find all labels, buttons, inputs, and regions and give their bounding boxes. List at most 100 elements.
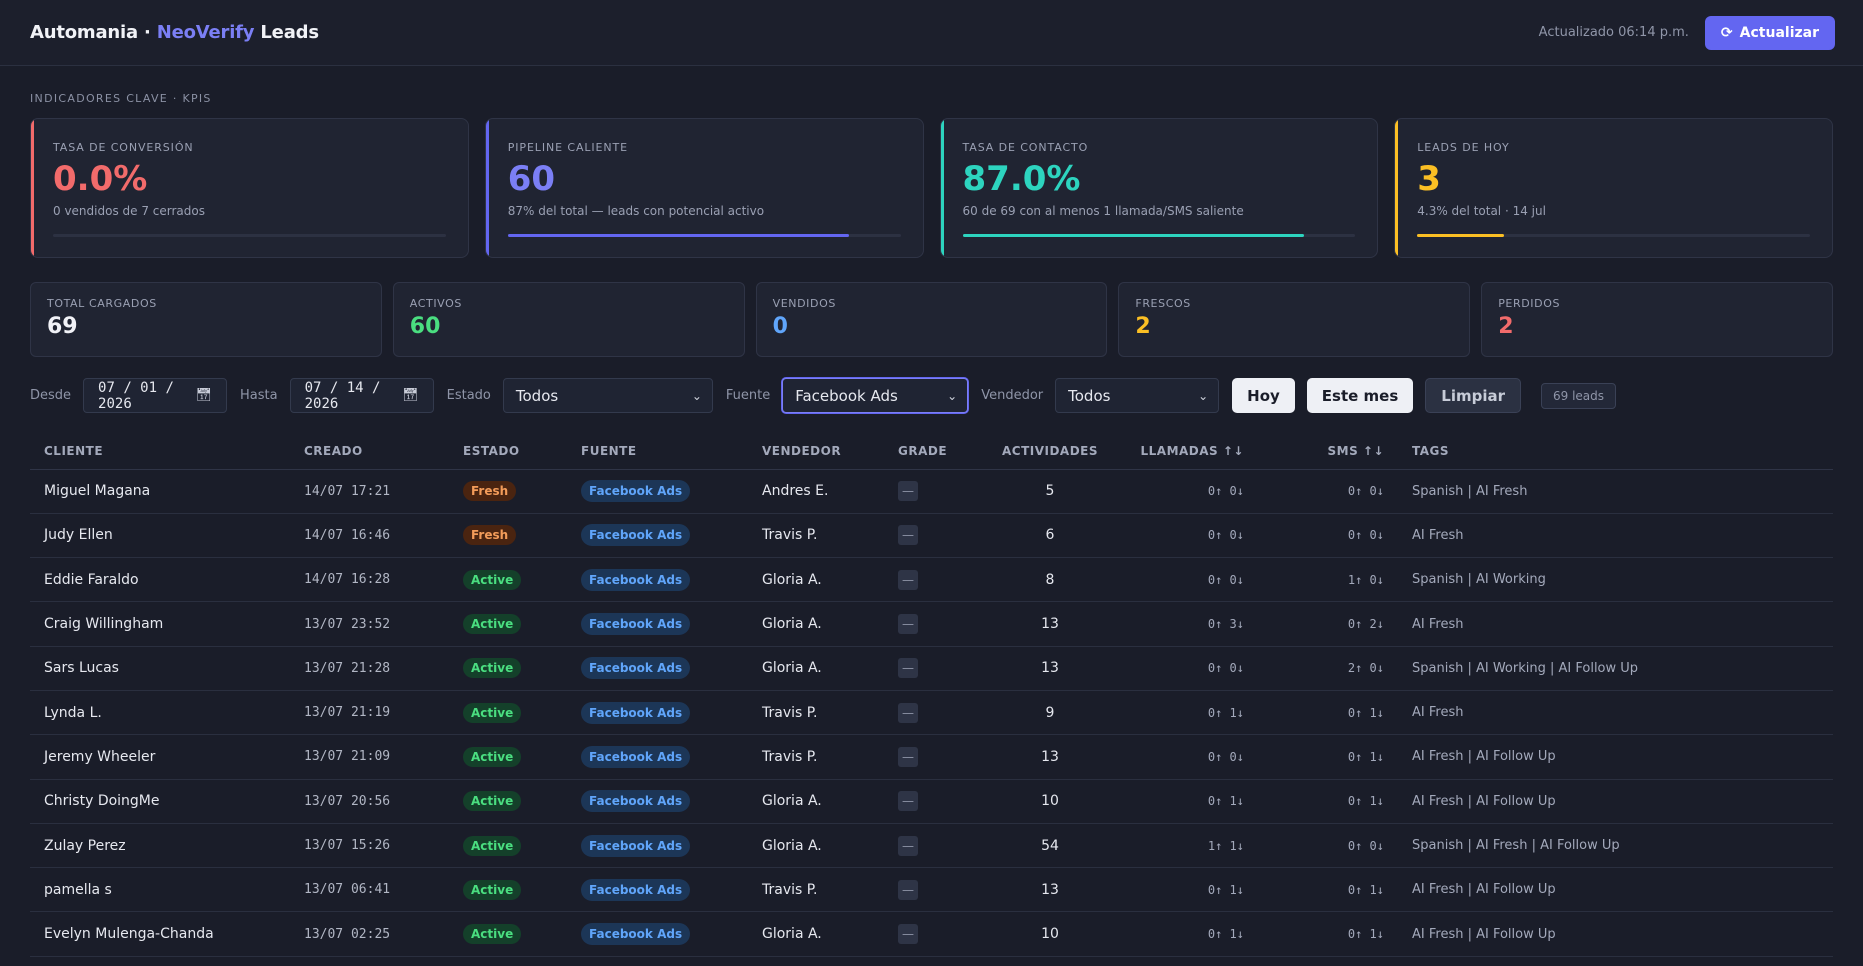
tags-cell: Spanish | AI Working — [1398, 557, 1833, 603]
col-estado[interactable]: ESTADO — [449, 433, 567, 470]
calls-count: 0↑ 0↓ — [1118, 734, 1258, 780]
refresh-icon: ⟳ — [1720, 24, 1733, 41]
table-row[interactable]: Sars Lucas 13/07 21:28 Active Facebook Ads G… — [30, 646, 1833, 691]
status-cell: Active — [449, 646, 567, 691]
col-vendedor[interactable]: VENDEDOR — [748, 433, 884, 470]
source-cell: Facebook Ads — [567, 823, 748, 869]
table-row[interactable]: Judy Ellen 14/07 16:46 Fresh Facebook Ads Tr… — [30, 513, 1833, 559]
calls-count: 0↑ 0↓ — [1118, 646, 1258, 691]
col-sms[interactable]: SMS ↑↓ — [1258, 433, 1398, 470]
grade-badge: — — [898, 702, 918, 723]
source-cell: Facebook Ads — [567, 734, 748, 780]
table-row[interactable]: Eddie Faraldo 14/07 16:28 Active Facebook A… — [30, 557, 1833, 603]
col-tags[interactable]: TAGS — [1398, 433, 1833, 470]
from-date-input[interactable]: 07 / 01 / 2026 📅︎ — [83, 378, 228, 413]
sms-count: 0↑ 1↓ — [1258, 690, 1398, 736]
grade-badge: — — [898, 658, 918, 679]
table-row[interactable]: Christy DoingMe 13/07 20:56 Active Facebook… — [30, 779, 1833, 824]
vendedor-select[interactable]: Todos ⌄ — [1055, 378, 1220, 413]
status-badge: Active — [463, 569, 522, 590]
estado-select[interactable]: Todos ⌄ — [502, 378, 713, 413]
client-name[interactable]: Miguel Magana — [30, 469, 290, 514]
app-title: Automania · NeoVerify Leads — [30, 22, 319, 43]
status-cell: Active — [449, 734, 567, 780]
client-name[interactable]: pamella s — [30, 867, 290, 913]
fuente-select[interactable]: Facebook Ads ⌄ — [782, 378, 969, 413]
client-name[interactable]: Jeremy Wheeler — [30, 734, 290, 780]
col-creado[interactable]: CREADO — [290, 433, 449, 470]
grade-cell: — — [884, 823, 982, 869]
grade-cell: — — [884, 601, 982, 647]
clear-filters-button[interactable]: Limpiar — [1425, 378, 1521, 413]
status-badge: Active — [463, 746, 522, 767]
client-name[interactable]: Christy DoingMe — [30, 779, 290, 824]
created-date: 13/07 21:28 — [290, 646, 449, 691]
client-name[interactable]: Craig Willingham — [30, 601, 290, 647]
status-cell: Fresh — [449, 513, 567, 559]
chevron-down-icon: ⌄ — [947, 388, 958, 403]
client-name[interactable]: Zulay Perez — [30, 823, 290, 869]
table-header-row: CLIENTE CREADO ESTADO FUENTE VENDEDOR GR… — [30, 433, 1833, 470]
grade-badge: — — [898, 924, 918, 945]
calendar-icon[interactable]: 📅︎ — [402, 388, 419, 403]
source-badge: Facebook Ads — [581, 613, 691, 636]
tags-cell: AI Fresh — [1398, 601, 1833, 647]
table-row[interactable]: Lynda L. 13/07 21:19 Active Facebook Ads Tra… — [30, 690, 1833, 736]
calls-count: 0↑ 0↓ — [1118, 557, 1258, 603]
table-row[interactable]: Craig Willingham 13/07 23:52 Active Faceboo… — [30, 601, 1833, 647]
kpi-section-title: INDICADORES CLAVE · KPIS — [30, 92, 212, 105]
client-name[interactable]: Judy Ellen — [30, 513, 290, 559]
status-badge: Fresh — [463, 481, 517, 502]
created-date: 13/07 02:25 — [290, 911, 449, 957]
calls-count: 0↑ 0↓ — [1118, 513, 1258, 559]
client-name[interactable]: Eddie Faraldo — [30, 557, 290, 603]
client-name[interactable]: Sars Lucas — [30, 646, 290, 691]
status-badge: Active — [463, 791, 522, 812]
estado-label: Estado — [446, 388, 491, 403]
activities-count: 6 — [982, 513, 1118, 559]
brand-accent: NeoVerify — [156, 22, 255, 43]
to-date-input[interactable]: 07 / 14 / 2026 📅︎ — [289, 378, 434, 413]
status-cell: Active — [449, 601, 567, 647]
col-grade[interactable]: GRADE — [884, 433, 982, 470]
client-name[interactable]: Lynda L. — [30, 690, 290, 736]
table-row[interactable]: Zulay Perez 13/07 15:26 Active Facebook Ads… — [30, 823, 1833, 869]
client-name[interactable]: Evelyn Mulenga-Chanda — [30, 911, 290, 957]
table-row[interactable]: Evelyn Mulenga-Chanda 13/07 02:25 Active Fa… — [30, 911, 1833, 957]
stat-fresh: FRESCOS 2 — [1118, 282, 1471, 357]
this-month-button[interactable]: Este mes — [1306, 378, 1414, 413]
kpi-progress-track — [507, 234, 901, 237]
stat-sold: VENDIDOS 0 — [755, 282, 1108, 357]
sms-count: 1↑ 0↓ — [1258, 557, 1398, 603]
calendar-icon[interactable]: 📅︎ — [195, 388, 213, 403]
table-row[interactable]: Miguel Magana 14/07 17:21 Fresh Facebook Ad… — [30, 469, 1833, 514]
created-date: 13/07 21:09 — [290, 734, 449, 780]
calls-count: 0↑ 1↓ — [1118, 690, 1258, 736]
seller-name: Gloria A. — [748, 646, 884, 691]
kpi-conversion-rate: TASA DE CONVERSIÓN 0.0% 0 vendidos de 7 … — [30, 118, 469, 258]
grade-badge: — — [898, 481, 918, 502]
activities-count: 13 — [982, 601, 1118, 647]
calls-count: 0↑ 1↓ — [1118, 867, 1258, 913]
sms-count: 0↑ 1↓ — [1258, 911, 1398, 957]
status-cell: Active — [449, 557, 567, 603]
table-row[interactable]: Jeremy Wheeler 13/07 21:09 Active Facebook … — [30, 734, 1833, 780]
source-badge: Facebook Ads — [581, 701, 691, 724]
sms-count: 0↑ 1↓ — [1258, 867, 1398, 913]
source-cell: Facebook Ads — [567, 690, 748, 736]
sms-count: 0↑ 1↓ — [1258, 779, 1398, 824]
tags-cell: AI Fresh | AI Follow Up — [1398, 867, 1833, 913]
calls-count: 0↑ 0↓ — [1118, 469, 1258, 514]
col-llamadas[interactable]: LLAMADAS ↑↓ — [1118, 433, 1258, 470]
created-date: 13/07 06:41 — [290, 867, 449, 913]
col-cliente[interactable]: CLIENTE — [30, 433, 290, 470]
top-bar: Automania · NeoVerify Leads Actualizado … — [0, 0, 1863, 66]
today-button[interactable]: Hoy — [1232, 378, 1295, 413]
to-date-label: Hasta — [240, 388, 278, 403]
source-cell: Facebook Ads — [567, 779, 748, 824]
refresh-button[interactable]: ⟳ Actualizar — [1704, 15, 1835, 50]
col-fuente[interactable]: FUENTE — [567, 433, 748, 470]
table-row[interactable]: pamella s 13/07 06:41 Active Facebook Ads Tr… — [30, 867, 1833, 913]
activities-count: 13 — [982, 867, 1118, 913]
col-actividades[interactable]: ACTIVIDADES — [982, 433, 1118, 470]
